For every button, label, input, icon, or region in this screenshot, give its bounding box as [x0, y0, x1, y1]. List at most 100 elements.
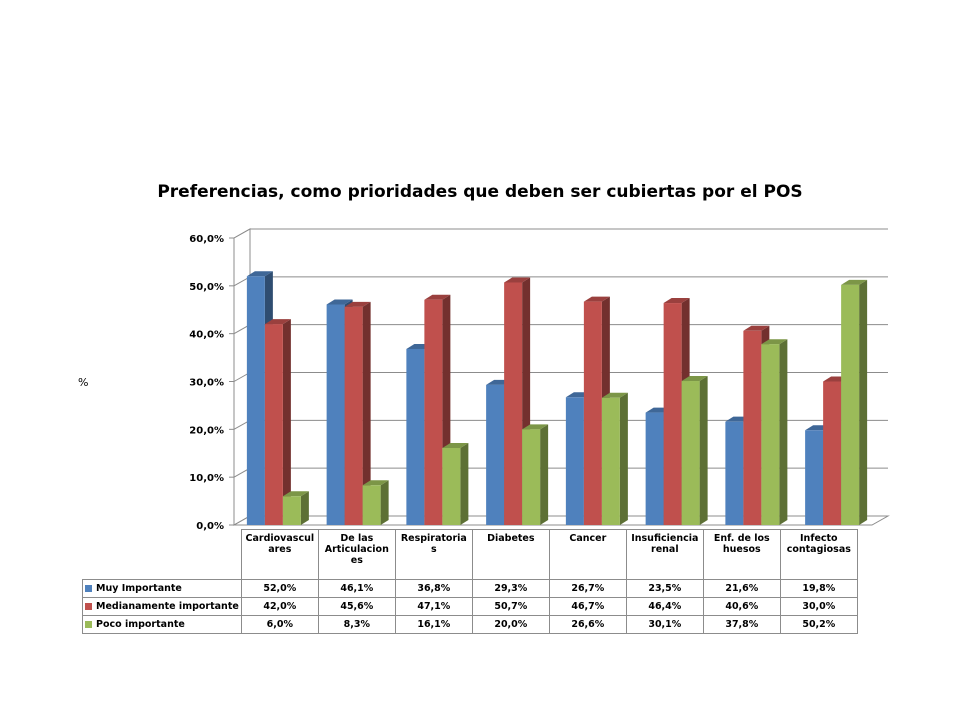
data-label: 23,5% — [625, 579, 704, 598]
legend-swatch — [85, 585, 92, 592]
bar-side — [362, 301, 371, 525]
bar-top — [362, 480, 389, 486]
bar-top — [424, 294, 451, 300]
bar-front — [282, 496, 301, 525]
bar-top — [282, 491, 309, 497]
bar-side — [859, 279, 868, 525]
data-table: Cardiovascul ares De las Articulacion es Resp… — [82, 529, 858, 634]
bar-front — [406, 348, 425, 525]
bar-front — [442, 447, 461, 525]
table-row: Medianamente importante 42,0% 45,6% 47,1% 50… — [82, 597, 858, 616]
data-label: 47,1% — [394, 597, 473, 616]
data-label: 52,0% — [240, 579, 319, 598]
y-tick-label: 10,0% — [189, 473, 224, 484]
data-label: 36,8% — [394, 579, 473, 598]
bar-top — [326, 299, 353, 305]
chart-title: Preferencias, como prioridades que deben… — [157, 182, 803, 202]
category-label: Infecto contagiosas — [779, 529, 858, 580]
bar — [344, 301, 371, 525]
bars — [246, 271, 868, 525]
bar-front — [326, 304, 345, 525]
y-axis-title: % — [78, 376, 89, 389]
bar-front — [761, 344, 780, 525]
bar-front — [264, 324, 283, 525]
legend-entry: Muy Importante — [82, 579, 242, 598]
bar-top — [246, 271, 273, 277]
data-label: 45,6% — [317, 597, 396, 616]
bar-front — [743, 330, 762, 525]
bar — [522, 424, 549, 525]
data-label: 30,0% — [779, 597, 858, 616]
bar-front — [645, 412, 664, 525]
data-label: 29,3% — [471, 579, 550, 598]
bar-front — [486, 384, 505, 525]
table-header-row: Cardiovascul ares De las Articulacion es Resp… — [83, 529, 858, 580]
bar-front — [841, 284, 860, 525]
bar — [282, 491, 309, 525]
bar-top — [681, 376, 708, 382]
category-label: De las Articulacion es — [317, 529, 396, 580]
bar-side — [380, 480, 389, 525]
series-name: Muy Importante — [96, 583, 182, 594]
table-row: Poco importante 6,0% 8,3% 16,1% 20,0% 26,6% 30… — [82, 615, 858, 634]
data-label: 8,3% — [317, 615, 396, 634]
data-label: 21,6% — [702, 579, 781, 598]
category-label: Enf. de los huesos — [702, 529, 781, 580]
y-tick-label: 50,0% — [189, 282, 224, 293]
category-label: Respiratoria s — [394, 529, 473, 580]
y-tick-label: 60,0% — [189, 234, 224, 245]
bar-top — [264, 319, 291, 325]
data-label: 46,1% — [317, 579, 396, 598]
data-label: 42,0% — [240, 597, 319, 616]
data-label: 6,0% — [240, 615, 319, 634]
bar — [841, 279, 868, 525]
data-label: 26,7% — [548, 579, 627, 598]
bar — [681, 376, 708, 525]
bar-top — [522, 424, 549, 430]
bar-front — [725, 421, 744, 525]
data-label: 46,7% — [548, 597, 627, 616]
category-label: Cancer — [548, 529, 627, 580]
table-row: Muy Importante 52,0% 46,1% 36,8% 29,3% 26,7% 2… — [82, 579, 858, 598]
gridline — [233, 228, 888, 239]
data-label: 40,6% — [702, 597, 781, 616]
bar-top — [583, 296, 610, 302]
series-name: Medianamente importante — [96, 601, 239, 612]
y-tick-label: 0,0% — [196, 521, 224, 532]
y-tick-label: 20,0% — [189, 425, 224, 436]
bar — [442, 442, 469, 525]
bar-top — [663, 298, 690, 304]
series-name: Poco importante — [96, 619, 185, 630]
data-label: 19,8% — [779, 579, 858, 598]
bar-front — [424, 299, 443, 525]
legend-swatch — [85, 603, 92, 610]
bar-front — [565, 397, 584, 525]
legend-entry: Poco importante — [82, 615, 242, 634]
bar-side — [282, 319, 291, 525]
bar — [761, 339, 788, 525]
bar-side — [699, 376, 708, 525]
legend-swatch — [85, 621, 92, 628]
y-tick-label: 40,0% — [189, 330, 224, 341]
bar-front — [663, 303, 682, 525]
bar-side — [779, 339, 788, 525]
bar-front — [246, 276, 265, 525]
category-label: Insuficiencia renal — [625, 529, 704, 580]
data-label: 30,1% — [625, 615, 704, 634]
bar-front — [504, 282, 523, 525]
bar-front — [344, 306, 363, 525]
data-label: 16,1% — [394, 615, 473, 634]
bar-top — [344, 301, 371, 307]
table-corner — [83, 530, 242, 580]
bar-front — [805, 430, 824, 525]
bar-side — [540, 424, 549, 525]
y-tick-label: 30,0% — [189, 378, 224, 389]
bar-side — [460, 442, 469, 525]
bar-side — [300, 491, 309, 525]
data-label: 26,6% — [548, 615, 627, 634]
data-label: 46,4% — [625, 597, 704, 616]
data-label: 20,0% — [471, 615, 550, 634]
bar — [264, 319, 291, 525]
category-label: Cardiovascul ares — [240, 529, 319, 580]
